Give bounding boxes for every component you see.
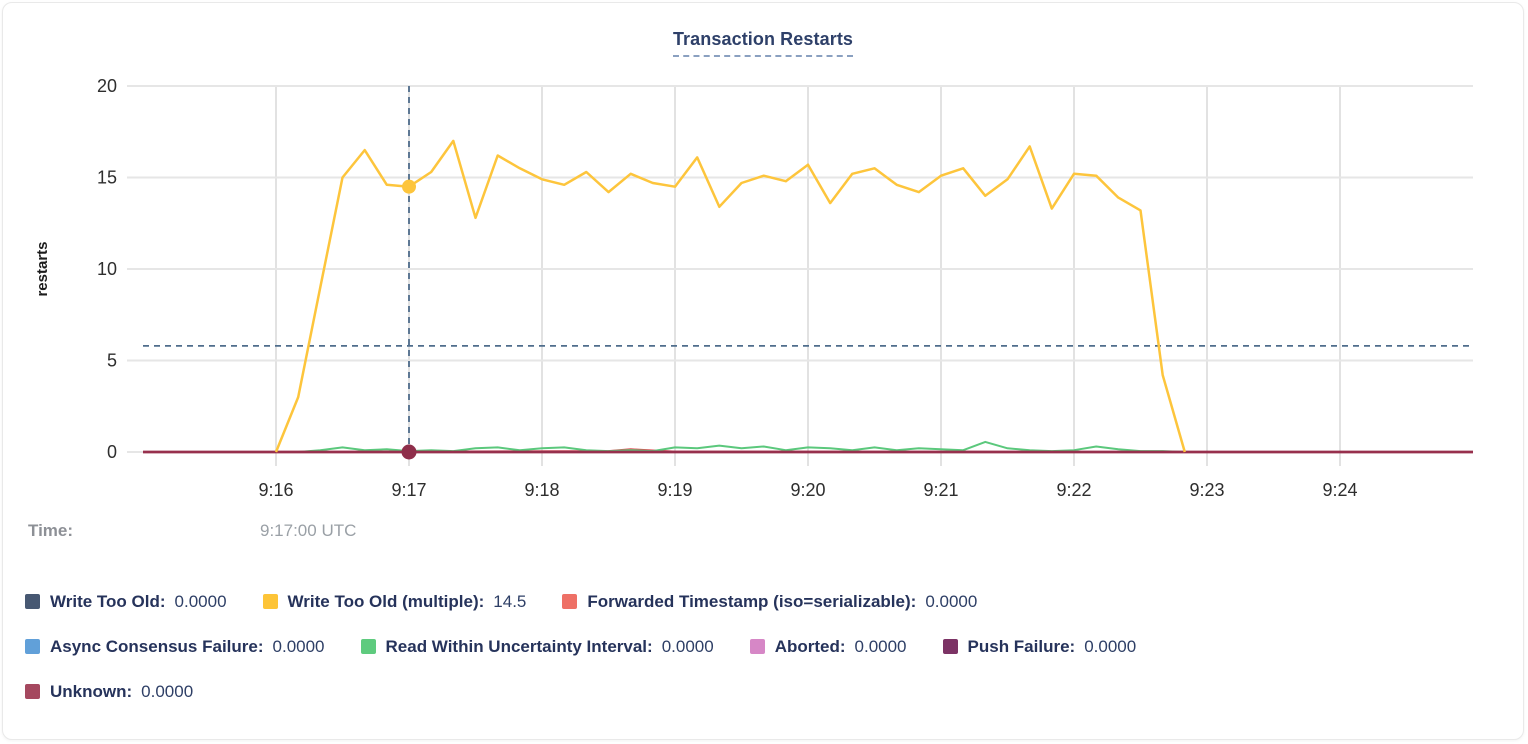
legend-item-unknown: Unknown: 0.0000	[25, 682, 193, 702]
series-line-read-within-uncertainty-interval	[276, 440, 1185, 453]
hover-dot-unknown	[401, 444, 417, 460]
legend-value-unknown: 0.0000	[141, 681, 194, 701]
legend-swatch-write-too-old-multiple	[262, 594, 278, 609]
legend-value-push-failure: 0.0000	[1084, 636, 1137, 656]
legend-value-read-within-uncertainty-interval: 0.0000	[661, 636, 714, 656]
hover-dot-write-too-old-multiple	[402, 179, 416, 194]
series-line-write-too-old-multiple	[274, 139, 1187, 453]
legend-label-unknown: Unknown:	[50, 681, 133, 701]
y-tick-label: 15	[97, 168, 117, 188]
legend-label-forwarded-timestamp-iso-serializable: Forwarded Timestamp (iso=serializable):	[587, 591, 917, 611]
y-tick-label: 5	[107, 351, 117, 371]
legend-value-async-consensus-failure: 0.0000	[272, 636, 325, 656]
legend-swatch-unknown	[25, 684, 40, 699]
legend-item-write-too-old: Write Too Old: 0.0000	[25, 592, 227, 612]
legend-item-async-consensus-failure: Async Consensus Failure: 0.0000	[25, 637, 325, 657]
y-tick-label: 0	[107, 442, 117, 462]
time-label: Time:	[28, 521, 74, 540]
time-value: 9:17:00 UTC	[260, 521, 357, 540]
legend-value-forwarded-timestamp-iso-serializable: 0.0000	[925, 591, 978, 611]
legend-label-async-consensus-failure: Async Consensus Failure:	[50, 636, 264, 656]
legend-value-aborted: 0.0000	[854, 636, 907, 656]
legend-label-write-too-old: Write Too Old:	[50, 591, 166, 611]
chart-legend: Write Too Old: 0.0000 Write Too Old (multi…	[25, 588, 1505, 723]
legend-label-aborted: Aborted:	[774, 636, 846, 656]
legend-label-write-too-old-multiple: Write Too Old (multiple):	[287, 591, 485, 611]
legend-swatch-push-failure	[942, 639, 958, 654]
legend-label-push-failure: Push Failure:	[967, 636, 1076, 656]
x-tick-label: 9:17	[391, 480, 426, 500]
legend-item-push-failure: Push Failure: 0.0000	[942, 636, 1137, 657]
legend-item-aborted: Aborted: 0.0000	[749, 636, 907, 657]
x-tick-label: 9:24	[1322, 480, 1357, 500]
legend-row: Write Too Old: 0.0000 Write Too Old (multi…	[25, 588, 1505, 615]
legend-value-write-too-old: 0.0000	[174, 591, 227, 611]
x-tick-label: 9:21	[923, 480, 958, 500]
chart-title-wrap: Transaction Restarts	[3, 29, 1523, 57]
legend-row: Async Consensus Failure: 0.0000 Read Withi…	[25, 633, 1505, 660]
legend-value-write-too-old-multiple: 14.5	[493, 591, 527, 611]
x-tick-label: 9:22	[1056, 480, 1091, 500]
legend-swatch-async-consensus-failure	[25, 639, 40, 654]
legend-item-write-too-old-multiple: Write Too Old (multiple): 14.5	[262, 591, 527, 612]
legend-item-read-within-uncertainty-interval: Read Within Uncertainty Interval: 0.0000	[360, 636, 714, 657]
legend-swatch-read-within-uncertainty-interval	[360, 639, 376, 654]
legend-label-read-within-uncertainty-interval: Read Within Uncertainty Interval:	[385, 636, 653, 656]
y-tick-label: 10	[97, 259, 117, 279]
x-tick-label: 9:18	[524, 480, 559, 500]
legend-swatch-aborted	[749, 639, 765, 654]
y-axis-label: restarts	[34, 241, 51, 296]
legend-row: Unknown: 0.0000	[25, 678, 1505, 705]
chart-title[interactable]: Transaction Restarts	[672, 29, 854, 57]
x-tick-label: 9:16	[258, 480, 293, 500]
transaction-restarts-chart[interactable]: 9:16 9:17 9:18 9:19 9:20 9:21 9:22 9:23 9:24 0 5 10…	[3, 63, 1528, 515]
legend-swatch-write-too-old	[25, 594, 40, 609]
x-tick-label: 9:19	[657, 480, 692, 500]
hover-time-readout: Time: 9:17:00 UTC	[28, 521, 1428, 545]
x-tick-label: 9:20	[790, 480, 825, 500]
legend-item-forwarded-timestamp-iso-serializable: Forwarded Timestamp (iso=serializable): 0…	[562, 592, 977, 612]
y-tick-label: 20	[97, 76, 117, 96]
x-tick-label: 9:23	[1189, 480, 1224, 500]
legend-swatch-forwarded-timestamp-iso-serializable	[562, 594, 578, 609]
